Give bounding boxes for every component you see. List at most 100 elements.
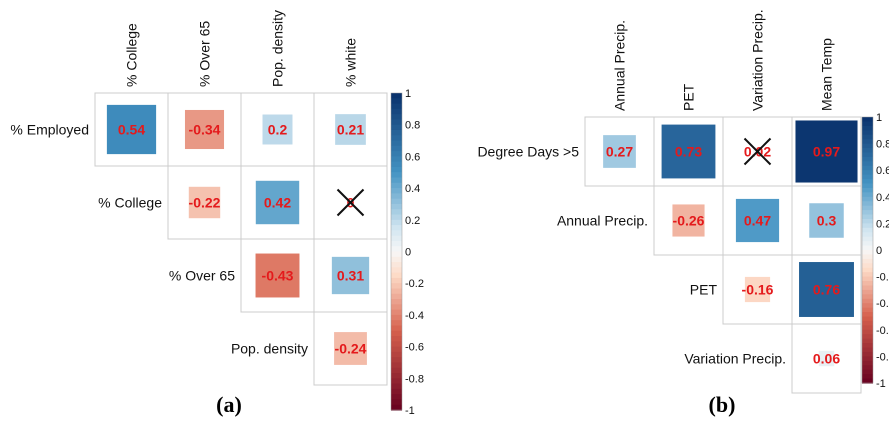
colorbar-segment — [391, 320, 402, 327]
colorbar-segment — [391, 129, 402, 136]
colorbar-segment — [862, 276, 873, 282]
colorbar-segment — [862, 285, 873, 291]
colorbar-segment — [391, 182, 402, 189]
correlation-square — [809, 203, 844, 238]
column-label: Annual Precip. — [612, 20, 628, 111]
colorbar-tick-label: -0.4 — [876, 298, 889, 310]
colorbar-segment — [391, 103, 402, 110]
colorbar-segment — [391, 114, 402, 121]
colorbar-segment — [862, 156, 873, 162]
colorbar-segment — [862, 351, 873, 357]
colorbar-segment — [391, 341, 402, 348]
colorbar-segment — [862, 250, 873, 256]
correlation-square — [262, 114, 293, 145]
colorbar-tick-label: -0.6 — [405, 342, 424, 354]
row-label: Pop. density — [231, 341, 308, 357]
correlation-value: 0.97 — [813, 144, 840, 160]
colorbar-segment — [862, 312, 873, 318]
colorbar-segment — [391, 383, 402, 390]
grid-cell — [791, 323, 862, 394]
colorbar-segment — [862, 121, 873, 127]
colorbar-segment — [862, 374, 873, 380]
colorbar-segment — [862, 245, 873, 251]
correlation-square — [331, 256, 370, 295]
colorbar-segment — [862, 227, 873, 233]
row-label: % Over 65 — [169, 268, 235, 284]
colorbar-segment — [391, 172, 402, 179]
subfigure-caption: (a) — [216, 392, 242, 417]
correlation-square — [818, 350, 835, 367]
colorbar-segment — [391, 193, 402, 200]
colorbar-segment — [391, 93, 402, 99]
colorbar-segment — [862, 161, 873, 167]
column-label: Pop. density — [270, 10, 286, 87]
colorbar-segment — [391, 177, 402, 184]
colorbar-tick-label: -0.2 — [405, 278, 424, 290]
colorbar-tick-label: -0.2 — [876, 272, 889, 284]
correlation-value: -0.22 — [189, 195, 221, 211]
colorbar-segment — [391, 214, 402, 221]
correlation-value: 0.2 — [268, 122, 288, 138]
colorbar-segment — [391, 235, 402, 242]
colorbar-tick-label: 0.4 — [405, 183, 420, 195]
colorbar-tick-label: 0.2 — [405, 215, 420, 227]
colorbar-segment — [862, 174, 873, 180]
colorbar-segment — [391, 309, 402, 316]
colorbar-tick-label: -0.8 — [405, 373, 424, 385]
correlation-value: 0.54 — [118, 122, 145, 138]
correlation-value: 0.76 — [813, 282, 840, 298]
colorbar-segment — [391, 209, 402, 216]
colorbar-tick-label: -1 — [405, 405, 415, 417]
colorbar-segment — [391, 304, 402, 311]
row-label: Degree Days >5 — [477, 144, 579, 160]
colorbar-segment — [862, 241, 873, 247]
colorbar-segment — [391, 330, 402, 337]
correlation-square — [106, 104, 157, 155]
column-label: % College — [124, 23, 140, 87]
column-label: PET — [681, 83, 697, 111]
colorbar-segment — [391, 151, 402, 157]
correlation-square — [255, 180, 300, 225]
colorbar-segment — [862, 130, 873, 136]
colorbar-segment — [391, 119, 402, 126]
colorbar-tick-label: -0.8 — [876, 351, 889, 363]
colorbar-segment — [862, 232, 873, 238]
colorbar-segment — [391, 262, 402, 268]
colorbar-segment — [862, 329, 873, 335]
colorbar-segment — [862, 294, 873, 300]
colorbar-segment — [862, 338, 873, 344]
column-label: Variation Precip. — [750, 9, 766, 111]
colorbar-segment — [862, 236, 873, 242]
correlation-value: 0.31 — [337, 268, 364, 284]
colorbar-segment — [862, 192, 873, 198]
colorbar-tick-label: 1 — [405, 88, 411, 100]
correlation-value: 0.42 — [264, 195, 291, 211]
colorbar-tick-label: 0.2 — [876, 218, 889, 230]
colorbar-segment — [862, 117, 873, 123]
colorbar-segment — [391, 357, 402, 364]
colorbar-segment — [391, 394, 402, 401]
row-label: Variation Precip. — [684, 351, 786, 367]
correlation-square — [184, 109, 225, 150]
colorbar-segment — [391, 367, 402, 374]
correlation-chart-a: % College % Over 65 Pop. density % white % E… — [10, 10, 424, 417]
colorbar-segment — [862, 254, 873, 260]
correlation-square — [735, 198, 780, 243]
colorbar-segment — [391, 198, 402, 205]
colorbar-segment — [391, 108, 402, 115]
colorbar-segment — [862, 325, 873, 331]
colorbar-segment — [391, 288, 402, 295]
colorbar-segment — [391, 272, 402, 279]
colorbar-segment — [862, 179, 873, 185]
colorbar-segment — [862, 148, 873, 154]
correlation-square — [188, 186, 221, 219]
colorbar-segment — [391, 203, 402, 210]
correlation-value: -0.16 — [742, 282, 774, 298]
colorbar-segment — [391, 246, 402, 253]
grid-cell — [313, 311, 388, 386]
colorbar-segment — [391, 240, 402, 247]
colorbar-segment — [391, 124, 402, 131]
colorbar-segment — [391, 351, 402, 358]
correlation-value: 0.21 — [337, 122, 364, 138]
